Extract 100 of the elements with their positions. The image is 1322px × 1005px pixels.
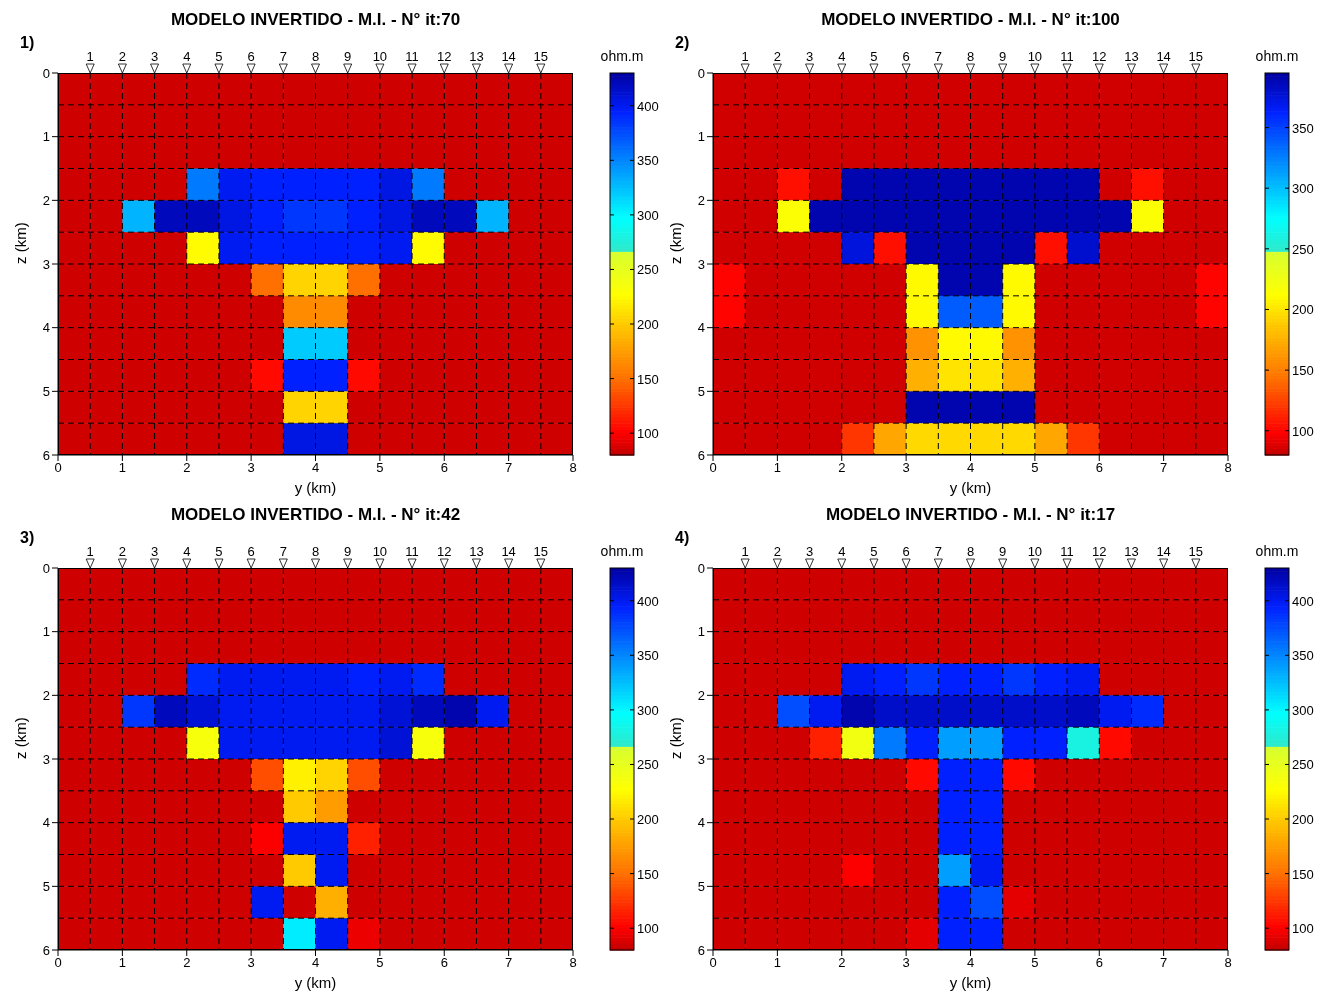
y-tick-label: 6: [697, 447, 705, 463]
chart-title: MODELO INVERTIDO - M.I. - N° it:42: [169, 505, 462, 525]
text: 1): [20, 34, 35, 52]
color-bar-label: 300: [637, 207, 659, 223]
x2-tick-label: 1: [741, 544, 749, 559]
x2-tick-label: 13: [1124, 49, 1139, 64]
color-bar-label: 300: [1292, 702, 1314, 718]
y-axis-title: z (km): [667, 717, 685, 759]
x2-tick-label: 13: [469, 544, 484, 559]
x2-tick-label: 6: [247, 49, 255, 64]
x-tick-label: 3: [902, 460, 910, 476]
x-tick-label: 0: [709, 460, 717, 476]
x2-tick-label: 15: [1188, 544, 1204, 559]
x2-tick-label: 14: [501, 544, 516, 559]
color-bar-label: 150: [637, 371, 659, 387]
x-tick-label: 1: [118, 955, 126, 971]
y-tick-label: 3: [697, 256, 705, 272]
text: 3): [20, 529, 35, 547]
x2-tick-label: 4: [838, 49, 846, 64]
x2-tick-label: 3: [805, 49, 814, 64]
x-tick-label: 7: [505, 955, 513, 971]
x-tick-label: 3: [902, 955, 910, 971]
y-axis-title: z (km): [667, 222, 685, 264]
x-tick-label: 3: [247, 460, 255, 476]
x2-tick-label: 13: [1124, 544, 1139, 559]
y-tick-label: 2: [697, 687, 705, 703]
color-bar-title: ohm.m: [1255, 48, 1299, 64]
y-tick-label: 4: [42, 815, 50, 831]
x-tick-label: 7: [1160, 460, 1168, 476]
x-tick-label: 0: [54, 955, 62, 971]
x2-tick-label: 4: [838, 544, 846, 559]
color-bar-label: 400: [637, 98, 659, 114]
color-bar-label: 200: [1292, 302, 1314, 318]
color-bar-label: 150: [1292, 363, 1314, 379]
color-bar-label: 100: [637, 426, 659, 442]
x2-tick-label: 11: [405, 544, 419, 559]
x2-tick-label: 6: [902, 544, 910, 559]
y-tick-label: 2: [42, 192, 50, 208]
x2-tick-label: 7: [279, 544, 287, 559]
y-tick-label: 1: [42, 129, 50, 145]
y-tick-label: 5: [697, 383, 705, 399]
color-bar-title: ohm.m: [600, 48, 644, 64]
x2-tick-label: 6: [247, 544, 255, 559]
color-bar-label: 350: [1292, 648, 1314, 664]
x-tick-label: 5: [1031, 460, 1039, 476]
x2-tick-label: 7: [934, 49, 942, 64]
y-tick-label: 1: [42, 624, 50, 640]
x-tick-label: 6: [440, 955, 448, 971]
x2-tick-label: 2: [773, 49, 781, 64]
x-axis-title: y (km): [294, 479, 337, 496]
x2-tick-label: 15: [533, 544, 549, 559]
y-tick-label: 5: [42, 383, 50, 399]
y-tick-label: 4: [42, 320, 50, 336]
color-bar-label: 300: [1292, 181, 1314, 197]
text: 2): [675, 34, 690, 52]
x-tick-label: 2: [183, 460, 191, 476]
x-tick-label: 6: [440, 460, 448, 476]
color-bar-label: 350: [637, 153, 659, 169]
x-tick-label: 5: [376, 460, 384, 476]
x2-tick-label: 2: [118, 49, 126, 64]
x2-tick-label: 9: [999, 49, 1007, 64]
x2-tick-label: 12: [1092, 49, 1107, 64]
x2-tick-label: 7: [934, 544, 942, 559]
x-tick-label: 1: [773, 460, 781, 476]
x2-tick-label: 11: [1060, 544, 1074, 559]
x-tick-label: 2: [183, 955, 191, 971]
y-tick-label: 6: [42, 447, 50, 463]
color-bar-label: 250: [637, 757, 659, 773]
x2-tick-label: 2: [118, 544, 126, 559]
y-tick-label: 0: [697, 560, 705, 576]
color-bar-label: 100: [1292, 423, 1314, 439]
y-tick-label: 2: [42, 687, 50, 703]
x-tick-label: 4: [966, 955, 975, 971]
x2-tick-label: 2: [773, 544, 781, 559]
x-tick-label: 6: [1095, 955, 1103, 971]
x2-tick-label: 11: [405, 49, 419, 64]
x2-tick-label: 9: [999, 544, 1007, 559]
color-bar-label: 100: [1292, 921, 1314, 937]
y-tick-label: 0: [42, 560, 50, 576]
x2-tick-label: 9: [344, 49, 352, 64]
x2-tick-label: 1: [741, 49, 749, 64]
x2-tick-label: 13: [469, 49, 484, 64]
x-tick-label: 2: [838, 955, 846, 971]
x2-tick-label: 1: [86, 49, 94, 64]
color-bar-label: 150: [1292, 866, 1314, 882]
x2-tick-label: 6: [902, 49, 910, 64]
y-tick-label: 0: [42, 65, 50, 81]
x2-tick-label: 9: [344, 544, 352, 559]
y-tick-label: 1: [697, 129, 705, 145]
color-bar-label: 400: [637, 593, 659, 609]
x-tick-label: 1: [118, 460, 126, 476]
x-axis-title: y (km): [949, 974, 992, 991]
x-tick-label: 8: [1224, 460, 1232, 476]
y-tick-label: 3: [42, 751, 50, 767]
x-tick-label: 4: [311, 955, 320, 971]
x-tick-label: 5: [1031, 955, 1039, 971]
color-bar-label: 250: [637, 262, 659, 278]
x2-tick-label: 3: [805, 544, 814, 559]
x2-tick-label: 10: [1027, 544, 1043, 559]
y-tick-label: 2: [697, 192, 705, 208]
